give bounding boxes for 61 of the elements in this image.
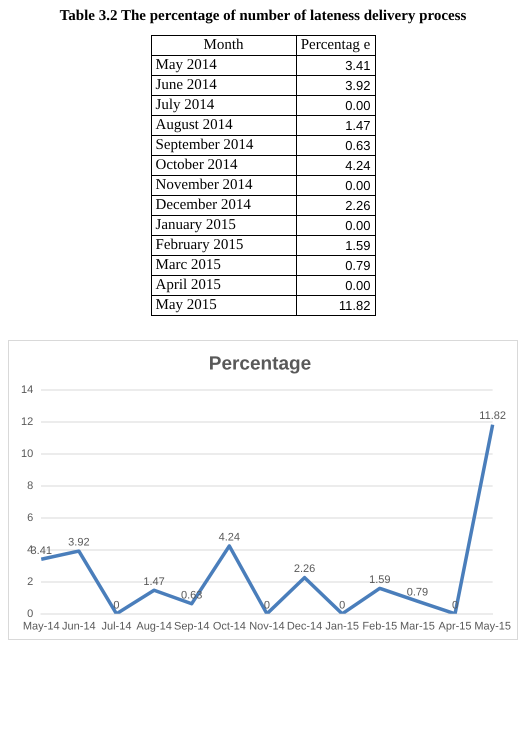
category-label: July 2014 <box>151 96 296 116</box>
data-label: 0 <box>264 599 270 612</box>
category-label: February 2015 <box>151 236 296 256</box>
x-tick-label: Dec-14 <box>286 620 322 632</box>
data-label: 4.24 <box>218 531 240 544</box>
x-tick-label: Jul-14 <box>101 620 132 632</box>
text: 0.00 <box>345 98 370 113</box>
x-tick-label: Sep-14 <box>174 620 210 632</box>
data-label: 0 <box>339 599 346 612</box>
x-tick-label: Jan-15 <box>325 620 360 632</box>
x-tick-label: Mar-15 <box>400 620 435 632</box>
x-tick-label: Apr-15 <box>438 620 472 632</box>
x-tick-label: May-15 <box>474 620 512 632</box>
data-label: 3.41 <box>30 544 52 557</box>
data-label: 1.47 <box>143 576 165 588</box>
y-tick-label: 0 <box>27 608 34 620</box>
category-label: April 2015 <box>151 276 296 296</box>
data-label: 2.26 <box>294 563 316 576</box>
category-label: Marc 2015 <box>151 256 296 276</box>
text: 1.47 <box>345 118 370 133</box>
text: 4.24 <box>345 158 370 173</box>
category-label: December 2014 <box>151 196 296 216</box>
data-label: 3.92 <box>68 536 90 549</box>
text: 0.00 <box>345 278 370 293</box>
category-label: June 2014 <box>151 76 296 96</box>
category-label: August 2014 <box>151 116 296 136</box>
y-tick-label: 14 <box>20 384 34 396</box>
x-tick-label: Nov-14 <box>249 620 285 632</box>
text: Table 3.2 The percentage of number of lateness delivery process <box>58 8 468 25</box>
category-label: May 2015 <box>151 296 296 316</box>
text: 0.00 <box>345 218 370 233</box>
category-label: May 2014 <box>151 56 296 76</box>
text: 3.92 <box>345 78 370 93</box>
text: 0.79 <box>345 258 370 273</box>
category-label: January 2015 <box>151 216 296 236</box>
x-tick-label: May-14 <box>22 620 60 632</box>
data-label: 11.82 <box>479 410 506 422</box>
y-tick-label: 12 <box>20 416 34 428</box>
text: Month <box>151 36 296 56</box>
text: 2.26 <box>345 198 370 213</box>
data-label: 0.79 <box>406 586 428 599</box>
y-tick-label: 8 <box>27 480 34 492</box>
category-label: September 2014 <box>151 136 296 156</box>
text: 11.82 <box>338 298 370 313</box>
x-tick-label: Aug-14 <box>136 620 172 632</box>
category-label: October 2014 <box>151 156 296 176</box>
data-label: 0 <box>113 599 120 612</box>
x-tick-label: Jun-14 <box>62 620 96 632</box>
text: 0.63 <box>345 138 370 153</box>
y-tick-label: 6 <box>27 512 34 524</box>
data-label: 1.59 <box>369 574 391 586</box>
x-tick-label: Oct-14 <box>212 620 246 632</box>
y-tick-label: 10 <box>20 448 34 460</box>
text: 3.41 <box>345 58 370 73</box>
chart-title: Percentage <box>208 354 312 375</box>
x-tick-label: Feb-15 <box>362 620 398 632</box>
y-tick-label: 2 <box>27 576 34 588</box>
category-label: November 2014 <box>151 176 296 196</box>
text: 1.59 <box>345 238 370 253</box>
text: 0.00 <box>345 178 370 193</box>
text: Percentag e <box>296 36 375 56</box>
